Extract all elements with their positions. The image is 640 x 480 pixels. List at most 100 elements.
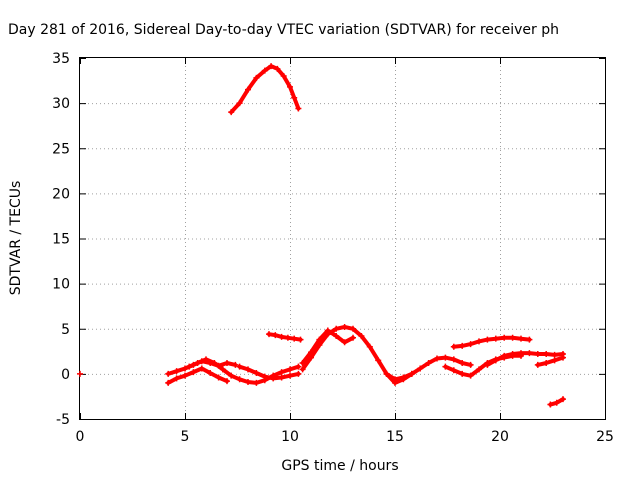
data-point bbox=[236, 363, 243, 370]
data-point bbox=[467, 361, 474, 368]
data-point bbox=[287, 372, 293, 379]
series-arc-e bbox=[266, 331, 304, 343]
series-arc-i bbox=[442, 352, 524, 379]
series-arc-high bbox=[228, 63, 302, 116]
data-point bbox=[261, 373, 268, 380]
x-tick-label: 10 bbox=[281, 429, 299, 445]
data-point bbox=[350, 334, 356, 341]
data-point bbox=[518, 335, 524, 342]
data-point bbox=[291, 94, 298, 101]
data-point bbox=[547, 401, 554, 408]
x-tick-label: 5 bbox=[181, 429, 190, 445]
data-point bbox=[350, 325, 356, 332]
data-point bbox=[245, 378, 251, 385]
data-point bbox=[268, 63, 275, 70]
data-point bbox=[299, 360, 306, 367]
data-point bbox=[232, 361, 239, 368]
y-tick-label: 30 bbox=[52, 96, 70, 112]
y-tick-label: 5 bbox=[61, 322, 70, 338]
data-point bbox=[295, 105, 302, 112]
data-point bbox=[284, 334, 291, 341]
data-point bbox=[316, 336, 323, 343]
y-tick-label: 0 bbox=[61, 367, 70, 383]
series-arc-k bbox=[484, 350, 566, 368]
data-point bbox=[518, 350, 524, 357]
data-point bbox=[450, 343, 457, 350]
data-point bbox=[261, 67, 268, 74]
data-point bbox=[324, 327, 331, 334]
series-arc-m bbox=[547, 396, 566, 408]
y-tick-label: 25 bbox=[52, 141, 70, 157]
data-point bbox=[534, 351, 541, 358]
data-point bbox=[186, 363, 193, 370]
data-point bbox=[278, 333, 285, 340]
y-tick-label: 20 bbox=[52, 186, 70, 202]
data-point bbox=[295, 363, 302, 370]
x-tick-label: 25 bbox=[596, 429, 614, 445]
data-point bbox=[190, 369, 197, 376]
data-point bbox=[543, 360, 550, 367]
series-trace bbox=[535, 355, 565, 367]
series-trace bbox=[300, 324, 414, 385]
data-point bbox=[358, 332, 365, 339]
data-point bbox=[492, 335, 499, 342]
data-point bbox=[272, 332, 279, 339]
data-point bbox=[501, 334, 508, 341]
data-point bbox=[392, 376, 398, 383]
data-point bbox=[280, 73, 287, 80]
data-point bbox=[400, 374, 407, 381]
data-point bbox=[278, 374, 285, 381]
y-tick-label: 35 bbox=[52, 51, 70, 67]
chart-title: Day 281 of 2016, Sidereal Day-to-day VTE… bbox=[8, 22, 559, 38]
data-point bbox=[551, 357, 558, 364]
series-arc-f bbox=[299, 323, 415, 386]
series-arc-n bbox=[77, 370, 83, 377]
data-point bbox=[459, 370, 466, 377]
data-point bbox=[165, 370, 172, 377]
data-point bbox=[526, 336, 533, 343]
data-point bbox=[173, 368, 180, 375]
x-tick-label: 0 bbox=[76, 429, 85, 445]
data-point bbox=[551, 351, 558, 358]
data-point bbox=[492, 357, 499, 364]
series-arc-j bbox=[450, 334, 533, 350]
data-point bbox=[274, 65, 281, 72]
data-point bbox=[543, 351, 550, 358]
data-point bbox=[417, 365, 424, 372]
data-point bbox=[253, 369, 260, 376]
data-point bbox=[509, 334, 516, 341]
data-point bbox=[182, 365, 188, 372]
series-arc-l bbox=[534, 354, 566, 368]
data-point bbox=[287, 83, 293, 90]
series-trace bbox=[485, 351, 565, 367]
data-point bbox=[553, 399, 560, 406]
data-point bbox=[253, 379, 260, 386]
x-tick-labels: 0 5 10 15 20 25 bbox=[76, 429, 614, 445]
y-tick-label: 10 bbox=[52, 277, 70, 293]
data-point bbox=[266, 331, 272, 338]
data-point bbox=[366, 343, 373, 350]
series-arc-d bbox=[236, 363, 302, 382]
x-axis-label: GPS time / hours bbox=[281, 458, 398, 474]
data-point bbox=[459, 342, 466, 349]
data-point bbox=[408, 370, 415, 377]
series-trace bbox=[451, 335, 532, 349]
data-point bbox=[375, 357, 382, 364]
data-point bbox=[476, 338, 482, 345]
data-point bbox=[297, 336, 304, 343]
data-point bbox=[291, 335, 298, 342]
data-point bbox=[182, 372, 188, 379]
data-point bbox=[467, 372, 474, 379]
data-point bbox=[534, 361, 541, 368]
data-point bbox=[333, 332, 340, 339]
data-point bbox=[236, 100, 243, 107]
data-point bbox=[450, 356, 457, 363]
data-point bbox=[245, 86, 251, 93]
data-point bbox=[165, 379, 172, 386]
data-point bbox=[299, 366, 306, 373]
data-point bbox=[484, 361, 491, 368]
data-point bbox=[224, 360, 230, 367]
data-point bbox=[450, 367, 457, 374]
data-point bbox=[224, 378, 230, 385]
